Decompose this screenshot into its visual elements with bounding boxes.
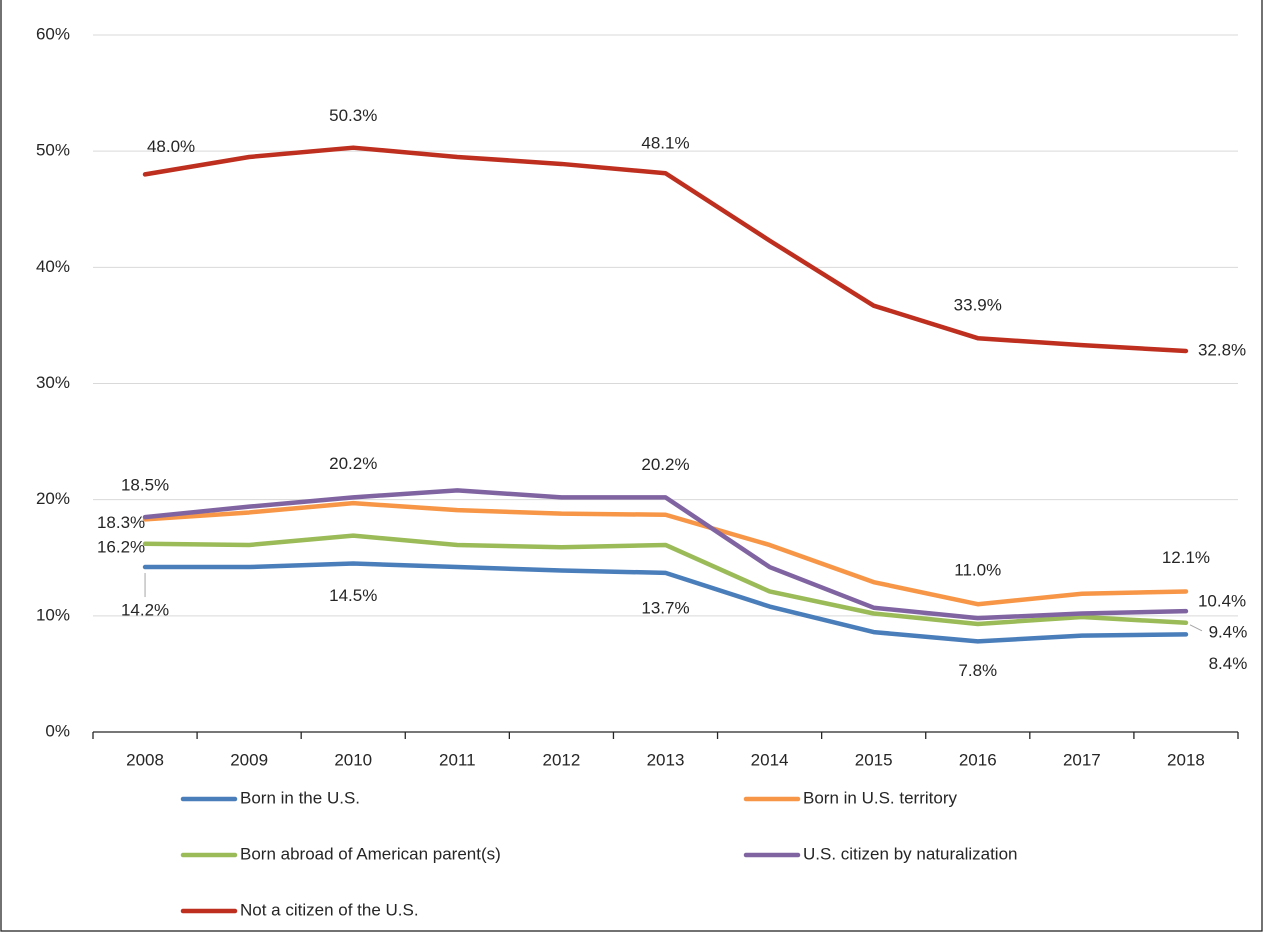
data-label: 9.4% xyxy=(1209,622,1248,641)
x-tick-label: 2010 xyxy=(334,750,372,769)
data-label: 7.8% xyxy=(958,661,997,680)
data-label: 16.2% xyxy=(97,537,145,556)
y-tick-label: 60% xyxy=(36,24,70,43)
y-tick-label: 30% xyxy=(36,373,70,392)
series-line xyxy=(142,488,1189,621)
x-tick-label: 2018 xyxy=(1167,750,1205,769)
data-label: 12.1% xyxy=(1162,548,1210,567)
legend-label: Not a citizen of the U.S. xyxy=(240,900,419,919)
x-tick-label: 2017 xyxy=(1063,750,1101,769)
data-label: 18.5% xyxy=(121,476,169,495)
legend-label: U.S. citizen by naturalization xyxy=(803,844,1018,863)
x-tick-label: 2015 xyxy=(855,750,893,769)
data-label: 48.0% xyxy=(147,137,195,156)
data-label: 8.4% xyxy=(1209,654,1248,673)
data-label: 20.2% xyxy=(329,454,377,473)
legend-label: Born abroad of American parent(s) xyxy=(240,844,501,863)
data-label: 14.2% xyxy=(121,601,169,620)
x-tick-label: 2009 xyxy=(230,750,268,769)
y-tick-label: 10% xyxy=(36,605,70,624)
data-label: 11.0% xyxy=(954,561,1001,580)
y-tick-label: 40% xyxy=(36,257,70,276)
leader-line xyxy=(1189,624,1203,632)
data-label: 18.3% xyxy=(97,513,145,532)
data-label: 33.9% xyxy=(954,296,1002,315)
x-tick-label: 2011 xyxy=(439,750,476,769)
legend-label: Born in the U.S. xyxy=(240,788,360,807)
y-tick-label: 50% xyxy=(36,141,70,160)
data-label: 48.1% xyxy=(641,134,689,153)
y-tick-label: 0% xyxy=(45,721,70,740)
x-tick-label: 2008 xyxy=(126,750,164,769)
legend-label: Born in U.S. territory xyxy=(803,788,957,807)
data-label: 14.5% xyxy=(329,586,377,605)
x-tick-label: 2013 xyxy=(647,750,685,769)
x-tick-label: 2012 xyxy=(542,750,580,769)
data-label: 50.3% xyxy=(329,106,377,125)
data-label: 20.2% xyxy=(641,455,689,474)
data-label: 32.8% xyxy=(1198,340,1246,359)
x-tick-label: 2016 xyxy=(959,750,997,769)
y-tick-label: 20% xyxy=(36,489,70,508)
series-line xyxy=(142,533,1189,627)
series-line xyxy=(142,561,1189,644)
x-tick-label: 2014 xyxy=(751,750,789,769)
series-line xyxy=(142,500,1189,607)
data-label: 10.4% xyxy=(1198,592,1246,611)
series-line xyxy=(142,145,1189,354)
data-label: 13.7% xyxy=(641,598,689,617)
